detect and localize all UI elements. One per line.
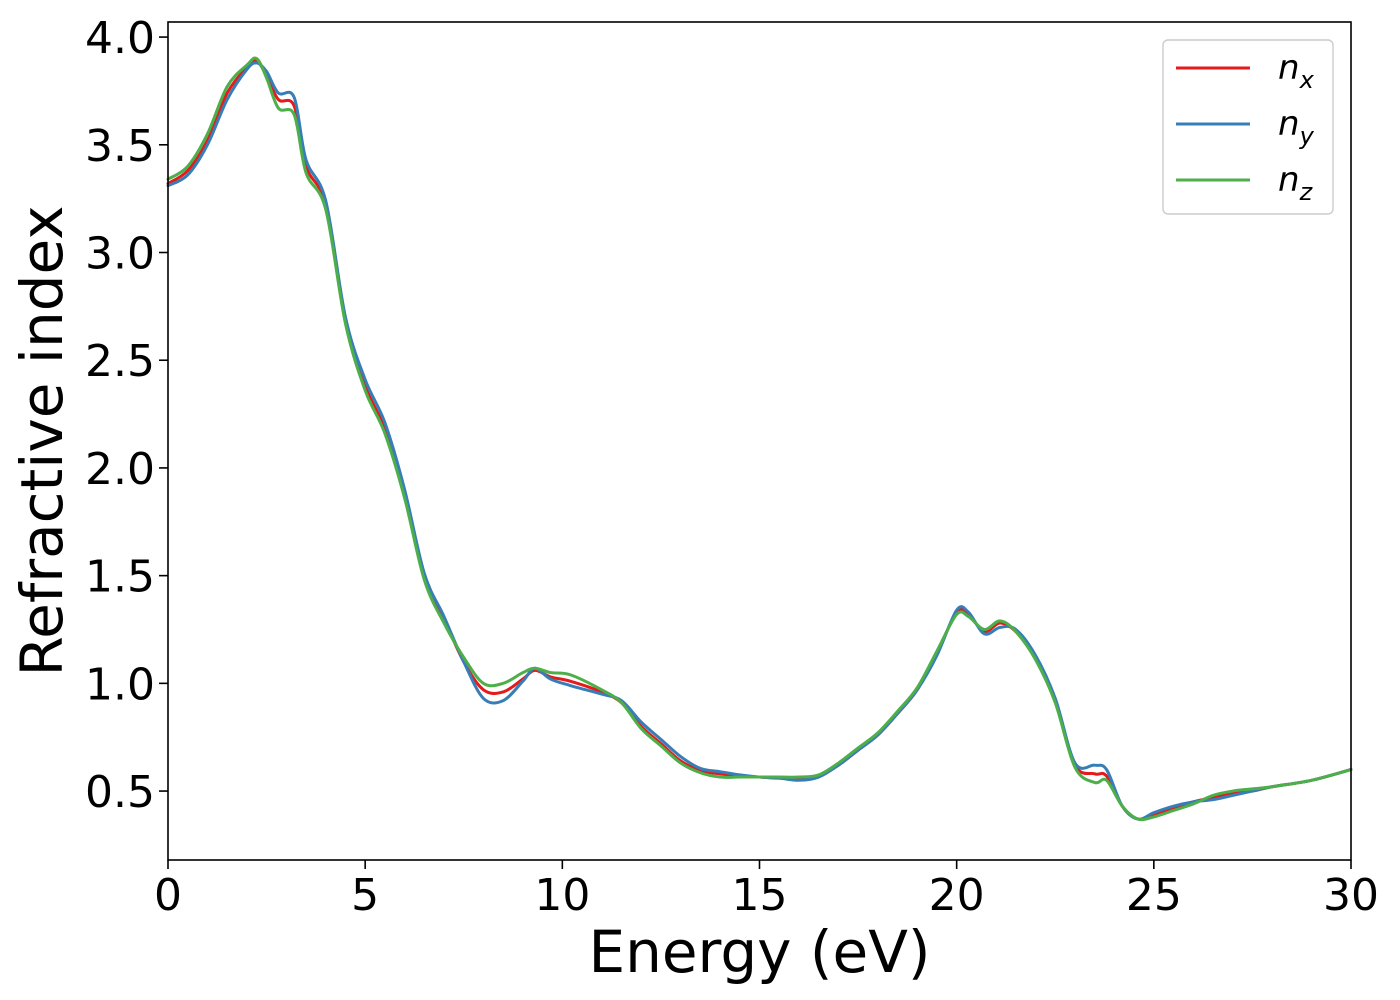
x-tick-label: 0 — [154, 870, 182, 921]
y-tick-label: 3.5 — [85, 121, 155, 172]
y-tick-label: 1.5 — [85, 552, 155, 603]
x-tick-label: 15 — [732, 870, 788, 921]
x-tick-label: 25 — [1126, 870, 1182, 921]
x-tick-label: 20 — [929, 870, 985, 921]
y-axis-label: Refractive index — [8, 205, 76, 676]
x-tick-label: 30 — [1323, 870, 1379, 921]
ticks-layer: 0 5 10 15 20 25 30 0.5 1.0 1.5 2.0 2.5 3.0 3.5 4.0 — [85, 13, 1379, 921]
series-layer — [166, 56, 1353, 822]
x-axis-label: Energy (eV) — [588, 918, 930, 986]
y-tick-label: 2.5 — [85, 336, 155, 387]
y-tick-label: 2.0 — [85, 444, 155, 495]
series-line-n-z — [166, 56, 1353, 822]
y-tick-label: 1.0 — [85, 659, 155, 710]
legend-box — [1162, 39, 1334, 215]
y-tick-label: 4.0 — [85, 13, 155, 64]
x-tick-label: 10 — [534, 870, 590, 921]
x-tick-label: 5 — [351, 870, 379, 921]
y-tick-label: 0.5 — [85, 767, 155, 818]
y-tick-label: 3.0 — [85, 229, 155, 280]
